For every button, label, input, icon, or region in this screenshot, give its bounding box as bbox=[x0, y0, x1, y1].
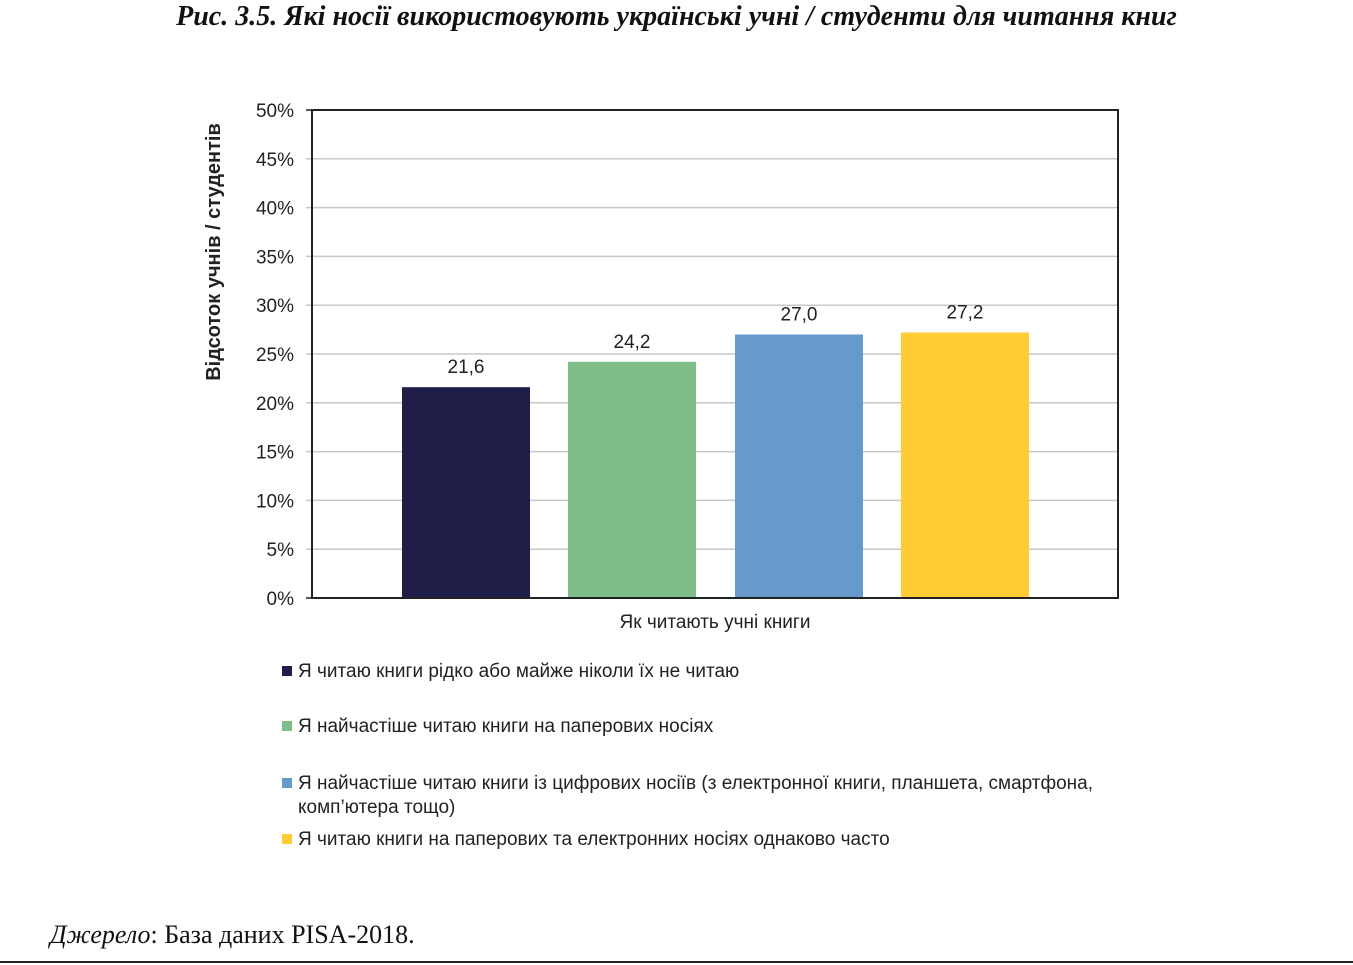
bar bbox=[568, 361, 696, 598]
plot-frame bbox=[311, 109, 1119, 599]
bar bbox=[402, 387, 530, 598]
legend-item: Я найчастіше читаю книги на паперових но… bbox=[282, 715, 1098, 739]
data-label: 24,2 bbox=[614, 332, 651, 353]
legend-label: Я найчастіше читаю книги на паперових но… bbox=[298, 716, 714, 737]
y-tick-label: 40% bbox=[256, 199, 294, 220]
source-label: Джерело bbox=[50, 920, 151, 949]
legend-item: Я читаю книги на паперових та електронни… bbox=[282, 828, 1098, 852]
y-tick-label: 20% bbox=[256, 394, 294, 415]
source-note: Джерело: База даних PISA-2018. bbox=[50, 920, 415, 950]
legend-swatch bbox=[282, 721, 292, 731]
y-tick-label: 15% bbox=[256, 443, 294, 464]
y-axis-label: Відсоток учнів / студентів bbox=[203, 123, 225, 381]
y-tick-label: 10% bbox=[256, 491, 294, 512]
bar-chart: 0% 5% 10% 15% 20% 25% 30% 35% 40% 45% 50% 21,6 24,2… bbox=[203, 101, 1119, 633]
legend-label: Я читаю книги на паперових та електронни… bbox=[298, 829, 890, 850]
data-label: 21,6 bbox=[448, 357, 485, 378]
bar bbox=[901, 332, 1029, 598]
legend-swatch bbox=[282, 834, 292, 844]
data-label: 27,0 bbox=[781, 304, 818, 325]
x-axis-label: Як читають учні книги bbox=[620, 612, 811, 633]
bar bbox=[735, 334, 863, 598]
y-tick-label: 30% bbox=[256, 296, 294, 317]
figure-title: Рис. 3.5. Які носії використовують украї… bbox=[176, 1, 1177, 32]
y-tick-label: 45% bbox=[256, 150, 294, 171]
data-label: 27,2 bbox=[947, 303, 984, 324]
source-text: : База даних PISA-2018. bbox=[150, 920, 415, 949]
y-tick-label: 35% bbox=[256, 247, 294, 268]
legend-label: Я читаю книги рідко або майже ніколи їх … bbox=[298, 661, 740, 682]
y-tick-label: 50% bbox=[256, 101, 294, 122]
legend-swatch bbox=[282, 666, 292, 676]
y-tick-label: 5% bbox=[267, 540, 295, 561]
legend-item: Я читаю книги рідко або майже ніколи їх … bbox=[282, 660, 1098, 684]
y-tick-label: 25% bbox=[256, 345, 294, 366]
bottom-rule bbox=[0, 961, 1353, 963]
y-tick-label: 0% bbox=[267, 589, 295, 610]
legend-swatch bbox=[282, 778, 292, 788]
legend-item: Я найчастіше читаю книги із цифрових нос… bbox=[282, 772, 1098, 820]
legend-label: Я найчастіше читаю книги із цифрових нос… bbox=[298, 773, 1094, 818]
